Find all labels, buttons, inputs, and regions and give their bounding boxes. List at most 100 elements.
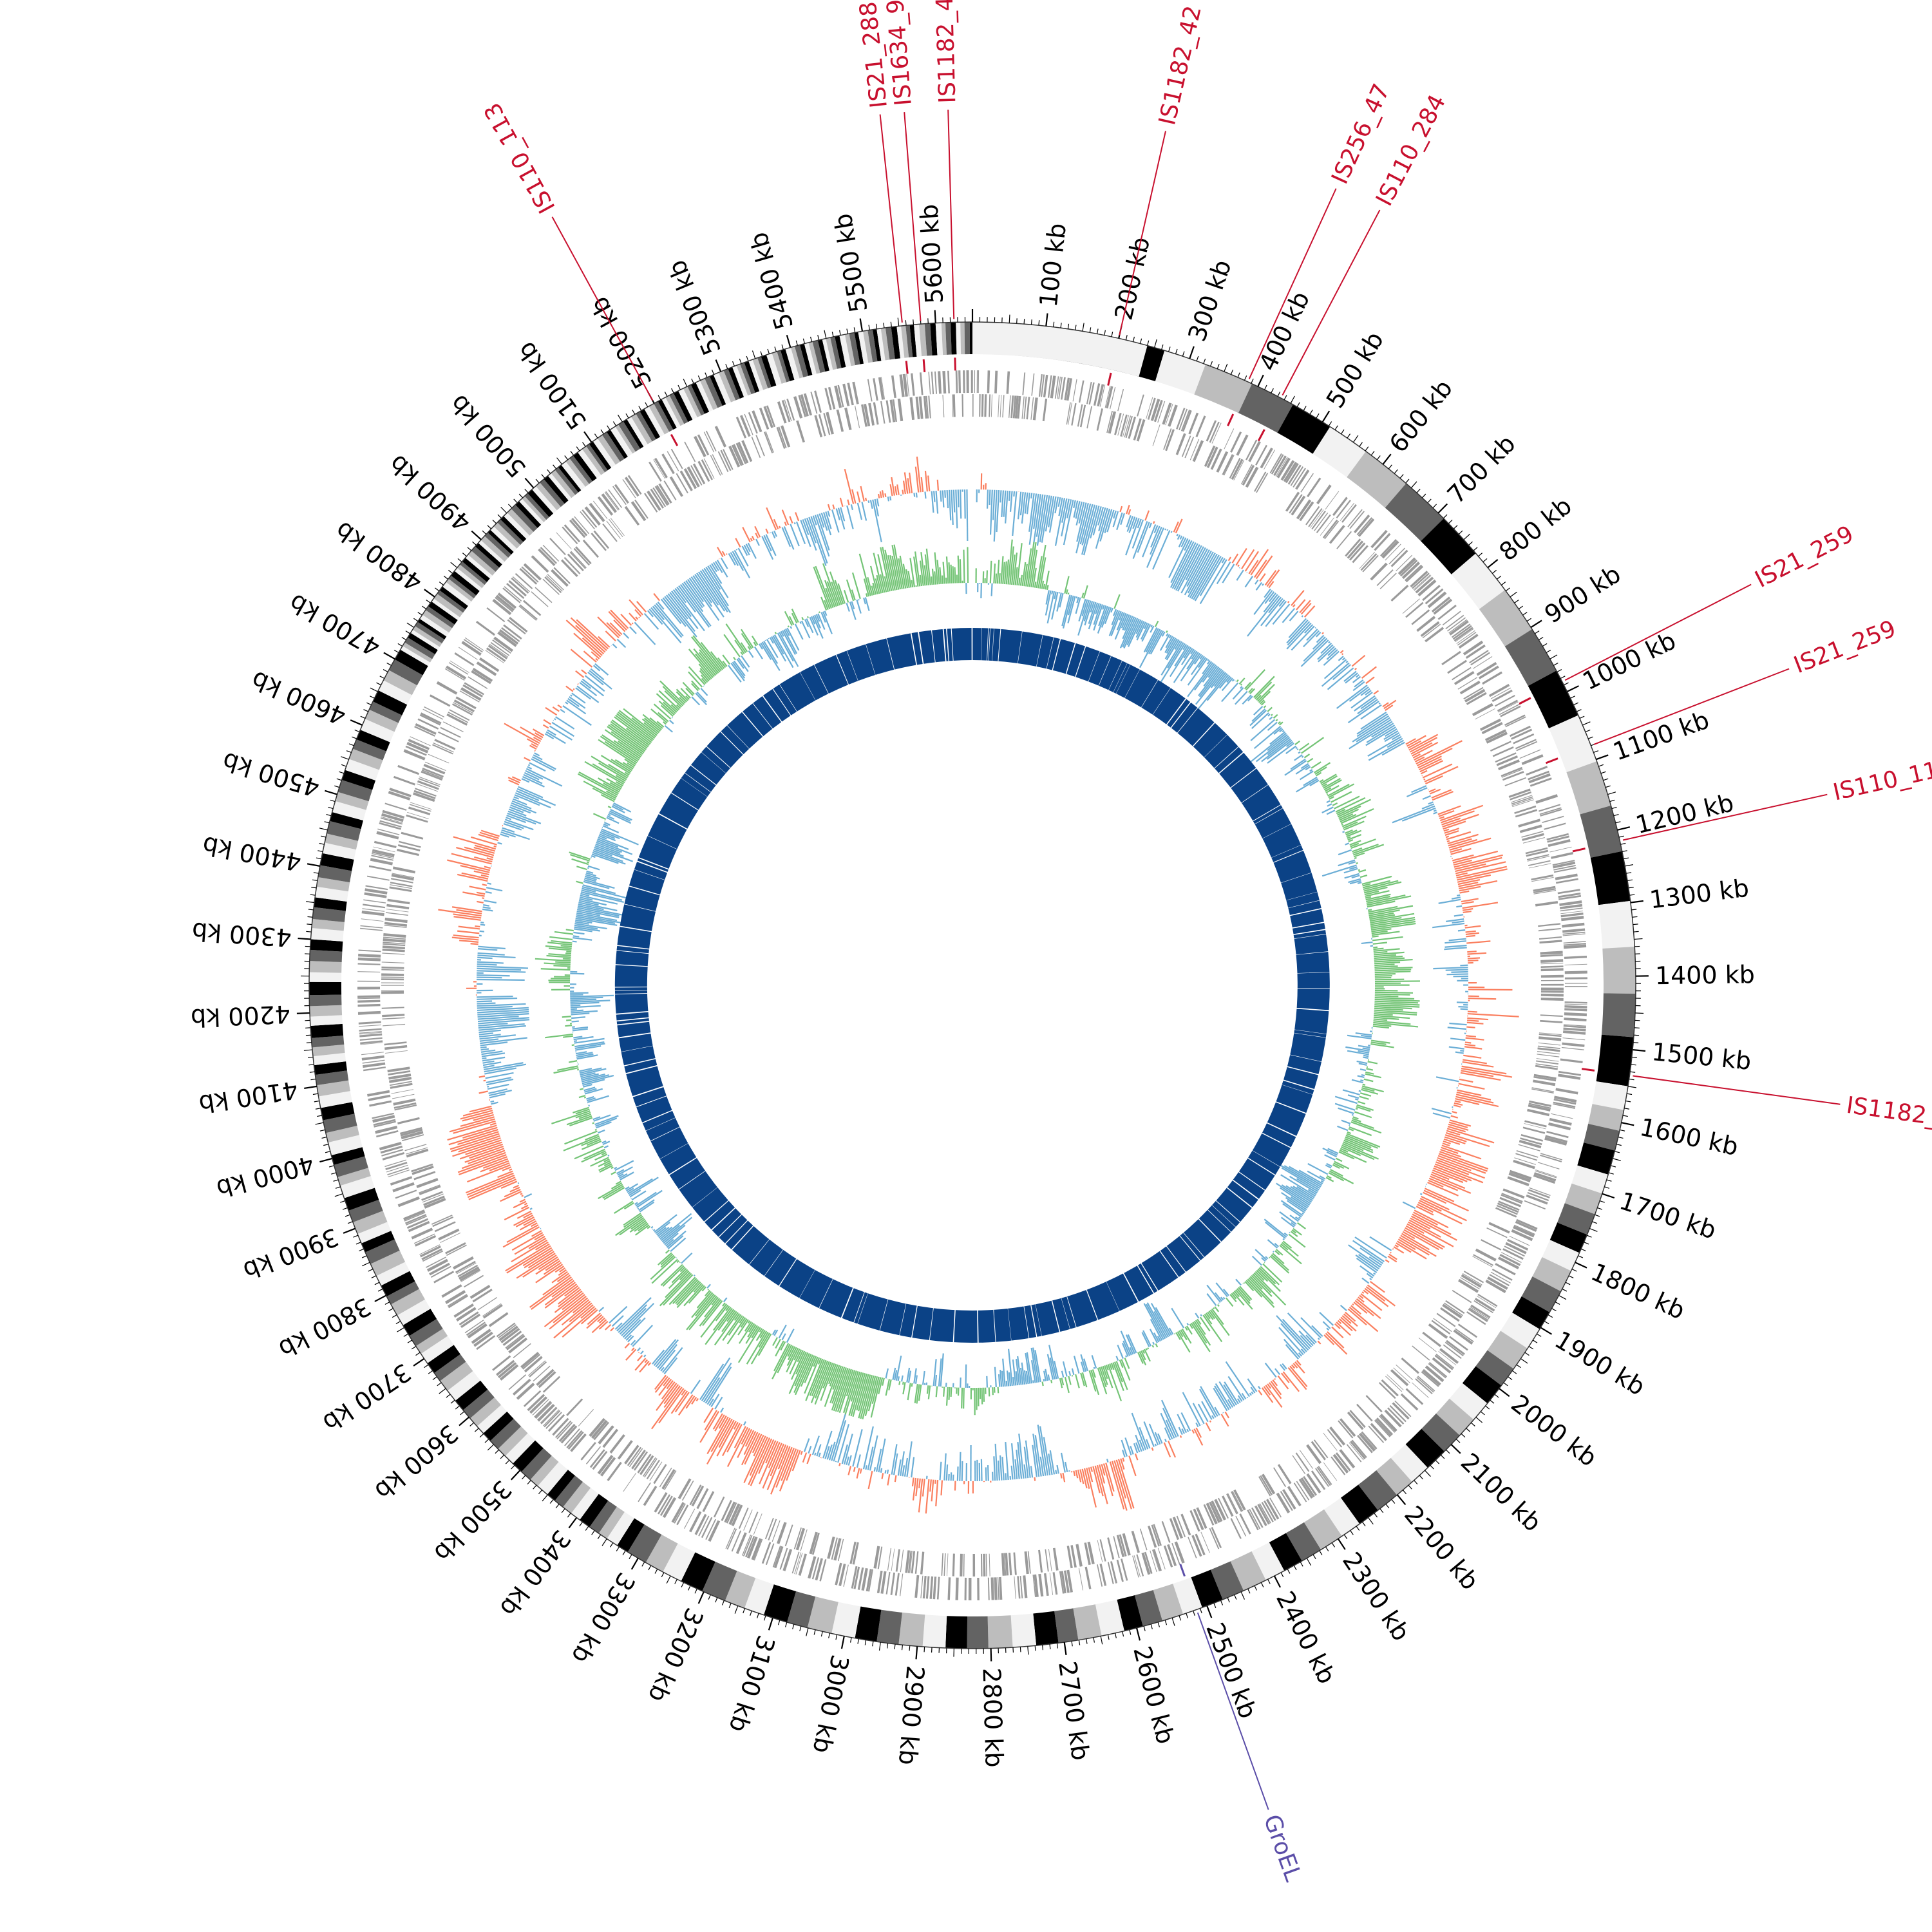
- gene-mark: [1189, 439, 1200, 460]
- ideogram-block: [724, 1571, 756, 1609]
- gc-skew-bar: [1171, 542, 1197, 589]
- gc-skew-bar: [1347, 1308, 1367, 1326]
- gc-skew-bar: [458, 1137, 501, 1153]
- gc-skew-bar: [475, 925, 480, 928]
- gc-skew-bar: [1081, 504, 1095, 555]
- gene-mark: [506, 1334, 526, 1350]
- feature-gap: [840, 1287, 855, 1319]
- gene-mark: [1042, 398, 1048, 422]
- gene-mark: [1540, 990, 1564, 993]
- gene-mark: [374, 1121, 396, 1128]
- gc-content-bar: [1275, 719, 1278, 722]
- gene-mark: [533, 1365, 551, 1382]
- tick-mark: [878, 1642, 881, 1651]
- feature-gap: [616, 950, 650, 954]
- gc-skew-bar: [535, 1241, 549, 1251]
- gene-mark: [1481, 722, 1503, 735]
- gc-content-bar: [683, 1283, 704, 1307]
- ideogram-block: [1153, 1584, 1184, 1621]
- gc-content-bar: [1135, 620, 1143, 634]
- gc-content-bar: [741, 632, 753, 649]
- gc-skew-bar: [703, 1377, 721, 1403]
- gene-mark: [1229, 457, 1241, 479]
- gc-content-bar: [1062, 595, 1073, 629]
- gc-skew-bar: [1303, 605, 1316, 618]
- gene-mark: [388, 1170, 410, 1178]
- gene-mark: [390, 884, 412, 889]
- gc-skew-bar: [1065, 1461, 1068, 1473]
- gc-content-bar: [1221, 682, 1239, 703]
- gc-content-bar: [1160, 643, 1186, 683]
- gc-skew-bar: [1220, 1414, 1229, 1427]
- gc-content-bar: [1116, 612, 1125, 630]
- gene-mark: [1292, 1455, 1306, 1475]
- gc-skew-bar: [647, 610, 654, 618]
- gc-skew-bar: [669, 592, 699, 629]
- gc-skew-bar: [451, 936, 479, 941]
- gc-skew-bar: [1428, 801, 1434, 805]
- gc-skew-bar: [1458, 882, 1479, 887]
- gene-mark: [1233, 1489, 1246, 1511]
- gc-skew-bar: [457, 1154, 507, 1173]
- gc-skew-bar: [621, 1303, 655, 1336]
- gc-content-bar: [1084, 601, 1094, 626]
- gc-skew-bar: [803, 1438, 810, 1452]
- gc-skew-bar: [1247, 595, 1280, 637]
- gc-content-bar: [586, 1096, 594, 1100]
- tick-mark: [1385, 1504, 1390, 1509]
- gc-content-bar: [1293, 1227, 1302, 1236]
- gene-mark: [1519, 749, 1541, 759]
- gc-content-bar: [575, 917, 618, 926]
- gene-mark: [653, 1464, 667, 1484]
- gene-mark: [1264, 1500, 1276, 1521]
- tick-mark: [1132, 336, 1135, 342]
- gene-mark: [453, 1256, 474, 1270]
- gene-mark: [1540, 951, 1563, 955]
- gene-mark: [575, 546, 592, 565]
- gene-mark: [1227, 1493, 1238, 1514]
- tick-mark: [1408, 1484, 1412, 1490]
- gene-mark: [1442, 611, 1461, 626]
- gc-content-bar: [602, 1185, 624, 1199]
- gc-content-bar: [600, 829, 620, 840]
- gc-skew-bar: [629, 599, 643, 616]
- gc-skew-bar: [1039, 1426, 1048, 1476]
- gc-skew-bar: [1459, 1078, 1473, 1083]
- gene-mark: [361, 1052, 384, 1056]
- gc-content-bar: [586, 1139, 601, 1146]
- gc-skew-bar: [477, 1007, 529, 1012]
- gene-mark: [1349, 511, 1365, 529]
- gc-skew-bar: [902, 1465, 905, 1477]
- gc-skew-bar: [660, 598, 682, 625]
- gene-mark: [1479, 718, 1502, 732]
- gc-content-bar: [1104, 607, 1112, 624]
- ideogram-block: [309, 949, 343, 962]
- tick-mark: [756, 1613, 759, 1618]
- gc-skew-bar: [1434, 1165, 1472, 1182]
- gc-skew-bar: [902, 480, 906, 495]
- gc-skew-bar: [992, 489, 996, 520]
- gc-content-bar: [1338, 859, 1356, 867]
- gene-mark: [1203, 1504, 1215, 1526]
- ideogram-block: [315, 1070, 349, 1086]
- gc-skew-bar: [874, 498, 879, 516]
- tick-mark: [1568, 1275, 1574, 1278]
- gc-skew-bar: [1132, 521, 1148, 559]
- gc-skew-bar: [448, 1129, 498, 1146]
- gc-skew-bar: [630, 1347, 635, 1352]
- gene-mark: [1249, 1508, 1261, 1530]
- gc-content-bar: [882, 1378, 885, 1386]
- gc-content-bar: [1093, 604, 1104, 631]
- gc-skew-bar: [565, 685, 574, 692]
- gene-mark: [1332, 1454, 1349, 1473]
- gc-skew-bar: [1356, 713, 1388, 735]
- gene-mark: [1008, 1553, 1012, 1576]
- gene-mark: [385, 1050, 408, 1054]
- gc-skew-bar: [478, 1029, 501, 1034]
- gc-skew-bar: [580, 1305, 596, 1319]
- gc-skew-bar: [1406, 787, 1428, 798]
- tick-mark: [799, 1625, 802, 1631]
- gene-mark: [497, 1361, 517, 1379]
- gene-mark: [1490, 741, 1511, 752]
- gc-skew-bar: [497, 842, 502, 845]
